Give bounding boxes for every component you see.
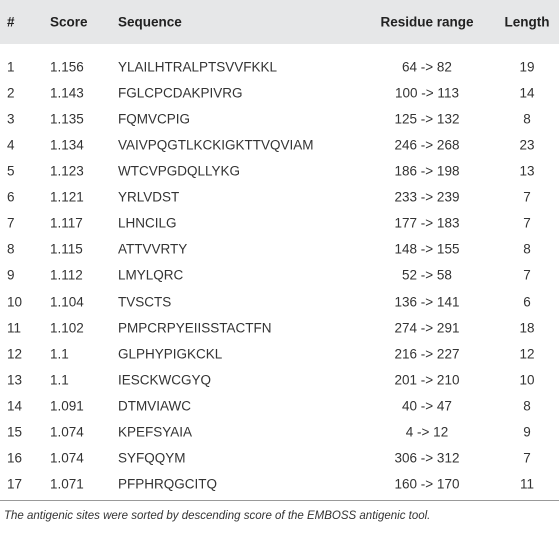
residue-range: 64 -> 82: [402, 59, 452, 75]
score: 1.1: [50, 372, 69, 388]
length: 18: [519, 320, 535, 336]
row-number: 3: [7, 111, 15, 127]
row-number: 13: [7, 372, 23, 388]
length: 9: [523, 424, 531, 440]
sequence: FGLCPCDAKPIVRG: [118, 85, 243, 101]
sequence: VAIVPQGTLKCKIGKTTVQVIAM: [118, 137, 314, 153]
bottom-rule: [0, 500, 559, 501]
sequence: WTCVPGDQLLYKG: [118, 163, 241, 179]
residue-range: 136 -> 141: [394, 294, 460, 310]
score: 1.102: [50, 320, 84, 336]
sequence: TVSCTS: [118, 294, 172, 310]
residue-range: 177 -> 183: [394, 215, 460, 231]
sequence: IESCKWCGYQ: [118, 372, 212, 388]
residue-range: 4 -> 12: [405, 424, 449, 440]
length: 6: [523, 294, 531, 310]
score: 1.115: [50, 241, 83, 257]
length: 14: [519, 85, 535, 101]
length: 7: [523, 215, 531, 231]
row-number: 15: [7, 424, 23, 440]
column-header: Sequence: [118, 14, 182, 30]
residue-range: 306 -> 312: [394, 450, 460, 466]
length: 8: [523, 241, 531, 257]
column-header: Score: [50, 14, 88, 30]
length: 7: [523, 267, 531, 283]
score: 1.121: [50, 189, 84, 205]
residue-range: 100 -> 113: [395, 85, 459, 101]
sequence: YRLVDST: [118, 189, 180, 205]
length: 13: [519, 163, 535, 179]
row-number: 14: [7, 398, 23, 414]
row-number: 7: [7, 215, 15, 231]
sequence: PFPHRQGCITQ: [118, 476, 218, 492]
score: 1.1: [50, 346, 69, 362]
sequence: LMYLQRC: [118, 267, 184, 283]
sequence: FQMVCPIG: [118, 111, 191, 127]
residue-range: 216 -> 227: [394, 346, 460, 362]
score: 1.074: [50, 450, 84, 466]
footnote: The antigenic sites were sorted by desce…: [4, 510, 431, 522]
row-number: 12: [7, 346, 23, 362]
row-number: 16: [7, 450, 23, 466]
sequence: GLPHYPIGKCKL: [118, 346, 223, 362]
column-header: Residue range: [380, 14, 474, 30]
length: 7: [523, 189, 531, 205]
residue-range: 160 -> 170: [394, 476, 460, 492]
length: 8: [523, 111, 531, 127]
column-header: Length: [504, 14, 550, 30]
length: 7: [523, 450, 531, 466]
score: 1.117: [50, 215, 83, 231]
sequence: KPEFSYAIA: [118, 424, 193, 440]
score: 1.156: [50, 59, 84, 75]
row-number: 8: [7, 241, 15, 257]
residue-range: 233 -> 239: [394, 189, 460, 205]
length: 12: [519, 346, 535, 362]
length: 23: [519, 137, 535, 153]
row-number: 5: [7, 163, 15, 179]
residue-range: 186 -> 198: [394, 163, 460, 179]
length: 19: [519, 59, 535, 75]
column-header: #: [7, 14, 15, 30]
residue-range: 148 -> 155: [394, 241, 460, 257]
length: 8: [523, 398, 531, 414]
sequence: YLAILHTRALPTSVVFKKL: [118, 59, 278, 75]
residue-range: 201 -> 210: [394, 372, 460, 388]
score: 1.134: [50, 137, 84, 153]
sequence: ATTVVRTY: [118, 241, 188, 257]
sequence: DTMVIAWC: [118, 398, 191, 414]
length: 10: [519, 372, 535, 388]
score: 1.091: [50, 398, 84, 414]
row-number: 9: [7, 267, 15, 283]
score: 1.071: [50, 476, 84, 492]
residue-range: 246 -> 268: [394, 137, 460, 153]
header-background: [0, 0, 559, 44]
row-number: 17: [7, 476, 23, 492]
sequence: PMPCRPYEIISSTACTFN: [118, 320, 272, 336]
score: 1.104: [50, 294, 84, 310]
residue-range: 52 -> 58: [402, 267, 452, 283]
sequence: SYFQQYM: [118, 450, 186, 466]
row-number: 11: [7, 320, 22, 336]
score: 1.143: [50, 85, 84, 101]
row-number: 2: [7, 85, 15, 101]
row-number: 6: [7, 189, 15, 205]
row-number: 4: [7, 137, 15, 153]
score: 1.135: [50, 111, 84, 127]
row-number: 10: [7, 294, 23, 310]
score: 1.123: [50, 163, 84, 179]
residue-range: 274 -> 291: [394, 320, 460, 336]
residue-range: 125 -> 132: [394, 111, 460, 127]
row-number: 1: [7, 59, 15, 75]
score: 1.074: [50, 424, 84, 440]
sequence: LHNCILG: [118, 215, 177, 231]
length: 11: [519, 476, 534, 492]
score: 1.112: [50, 267, 83, 283]
residue-range: 40 -> 47: [402, 398, 452, 414]
